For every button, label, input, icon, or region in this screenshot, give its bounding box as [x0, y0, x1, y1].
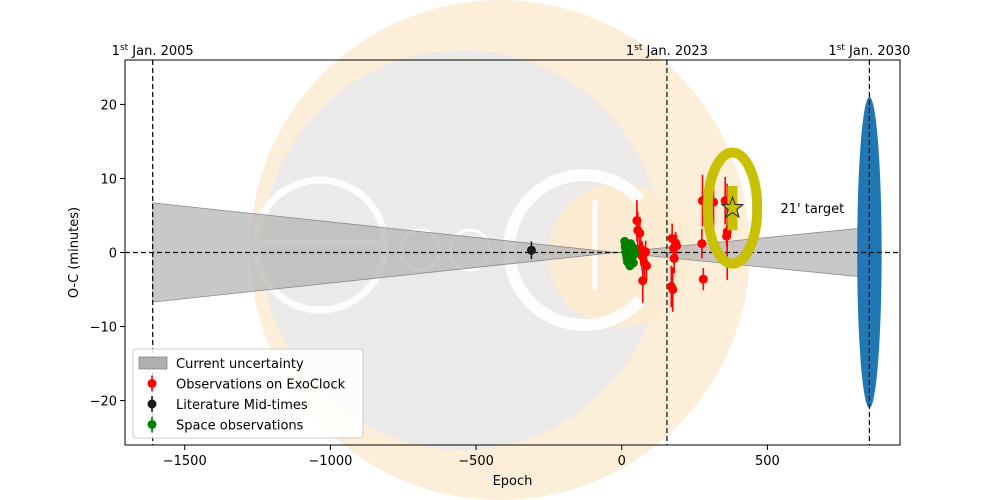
x-tick-label: −500 [458, 454, 494, 469]
legend-swatch-marker [147, 399, 157, 409]
legend-box [132, 348, 364, 439]
series-0-point [669, 253, 679, 263]
date-label: 1st Jan. 2005 [112, 43, 194, 59]
series-0-point [668, 285, 678, 295]
y-tick-label: 20 [100, 98, 117, 113]
legend-label: Literature Mid-times [176, 398, 308, 413]
legend-label: Observations on ExoClock [176, 378, 346, 393]
x-axis-label: Epoch [493, 474, 533, 489]
y-tick-label: −10 [90, 321, 117, 336]
legend-label: Space observations [176, 419, 304, 434]
y-tick-label: 10 [100, 172, 117, 187]
date-label: 1st Jan. 2030 [828, 43, 910, 59]
target-label: 21' target [780, 202, 844, 217]
series-0-point [698, 274, 708, 284]
legend-swatch-marker [147, 420, 157, 429]
legend-label: Current uncertainty [176, 357, 304, 372]
x-tick-label: 500 [755, 454, 780, 469]
series-1-point [526, 245, 536, 255]
y-tick-label: 0 [109, 247, 117, 262]
series-2-point [630, 249, 640, 259]
legend-swatch-marker [147, 379, 157, 388]
series-0-point [641, 247, 651, 257]
x-tick-label: −1500 [163, 454, 207, 469]
series-0-point [642, 261, 652, 271]
series-0-point [672, 241, 682, 251]
series-0-point [635, 228, 645, 238]
date-label: 1st Jan. 2023 [626, 43, 708, 59]
x-tick-label: 0 [618, 454, 626, 469]
series-2-point [628, 258, 638, 268]
x-tick-label: −1000 [308, 454, 352, 469]
y-axis-label: O-C (minutes) [67, 207, 82, 298]
legend-swatch [138, 356, 168, 370]
target-ring [702, 147, 763, 269]
series-0-point [697, 239, 707, 249]
y-tick-label: −20 [90, 395, 117, 410]
target-star [720, 195, 745, 219]
legend: Current uncertainty Observations on ExoCl… [132, 348, 364, 439]
